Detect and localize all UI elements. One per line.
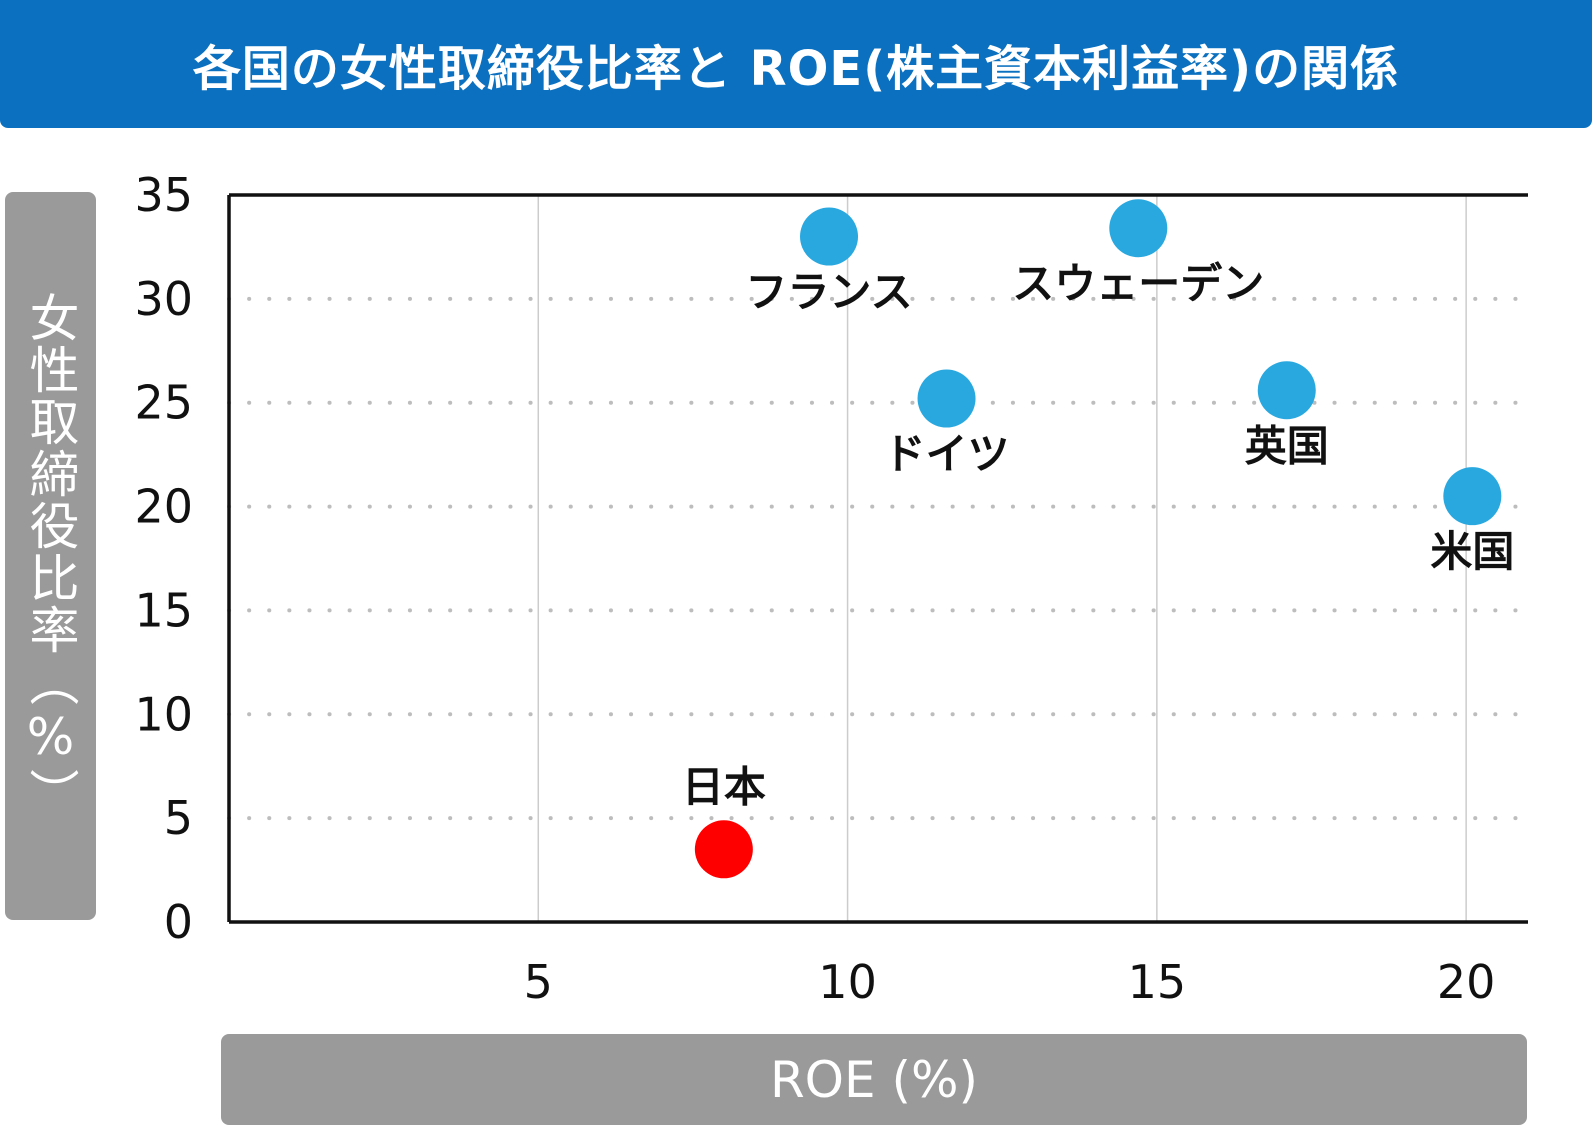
x-tick-label: 15 xyxy=(1128,955,1187,1009)
data-point xyxy=(917,369,976,428)
y-tick-label: 15 xyxy=(134,583,193,637)
x-axis-label-box: ROE (%) xyxy=(221,1034,1527,1125)
data-point xyxy=(1257,361,1316,420)
y-tick-label: 10 xyxy=(134,687,193,741)
data-point xyxy=(694,820,753,879)
y-tick-label: 0 xyxy=(164,895,193,949)
data-point xyxy=(1109,199,1168,258)
y-tick-label: 20 xyxy=(134,480,193,534)
point-label: 日本 xyxy=(682,762,766,811)
y-tick-label: 35 xyxy=(134,168,193,222)
y-axis-label-box: 女性取締役比率（%） xyxy=(5,192,96,920)
data-point xyxy=(1443,467,1502,526)
title-bar: 各国の女性取締役比率と ROE(株主資本利益率)の関係 xyxy=(0,0,1592,128)
point-label: 英国 xyxy=(1245,421,1329,470)
x-axis-label: ROE (%) xyxy=(769,1050,979,1109)
data-point xyxy=(800,207,859,266)
point-label: スウェーデン xyxy=(1012,259,1264,308)
axes xyxy=(227,193,1528,924)
tick-labels: 0 5 10 15 20 25 30 35 5 10 15 20 xyxy=(134,168,1495,1009)
x-tick-label: 20 xyxy=(1437,955,1496,1009)
point-label: フランス xyxy=(745,268,912,317)
point-label: 米国 xyxy=(1430,527,1514,576)
grid xyxy=(227,195,1530,922)
chart-title: 各国の女性取締役比率と ROE(株主資本利益率)の関係 xyxy=(192,41,1400,97)
x-tick-label: 10 xyxy=(818,955,877,1009)
y-tick-label: 25 xyxy=(134,376,193,430)
y-axis-label: 女性取締役比率（%） xyxy=(21,292,80,820)
y-tick-label: 30 xyxy=(134,272,193,326)
x-tick-label: 5 xyxy=(524,955,553,1009)
y-tick-label: 5 xyxy=(164,791,193,845)
point-label: ドイツ xyxy=(884,430,1010,479)
